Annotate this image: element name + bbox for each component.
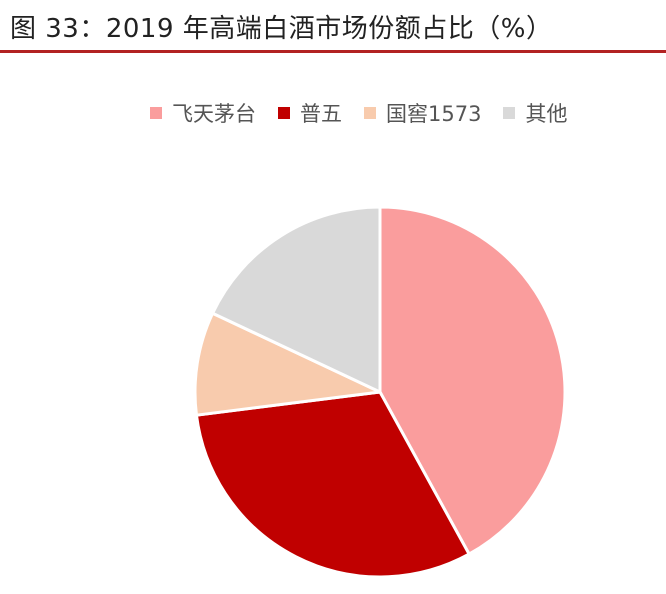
legend-label-puwu: 普五 [300,102,342,126]
legend-item-puwu[interactable]: 普五 [278,98,342,128]
legend-swatch-other [503,107,516,119]
pie-slice-guojiao[interactable] [193,311,382,417]
legend-swatch-guojiao [364,107,376,119]
pie-slice-feitian[interactable] [378,205,567,556]
chart-legend: 飞天茅台 普五 国窖1573 其他 [150,98,567,128]
legend-item-other[interactable]: 其他 [503,98,567,128]
title-divider [0,50,666,53]
legend-label-other: 其他 [525,102,568,126]
legend-item-guojiao[interactable]: 国窖1573 [364,98,481,128]
legend-swatch-puwu [278,107,290,119]
legend-item-feitian[interactable]: 飞天茅台 [150,98,256,128]
pie-slice-puwu[interactable] [194,390,471,579]
page-title: 图 33：2019 年高端白酒市场份额占比（%） [10,14,553,44]
pie-slice-other[interactable] [211,205,382,394]
legend-swatch-feitian [150,107,162,119]
legend-label-feitian: 飞天茅台 [172,102,256,126]
legend-label-guojiao: 国窖1573 [386,102,482,126]
